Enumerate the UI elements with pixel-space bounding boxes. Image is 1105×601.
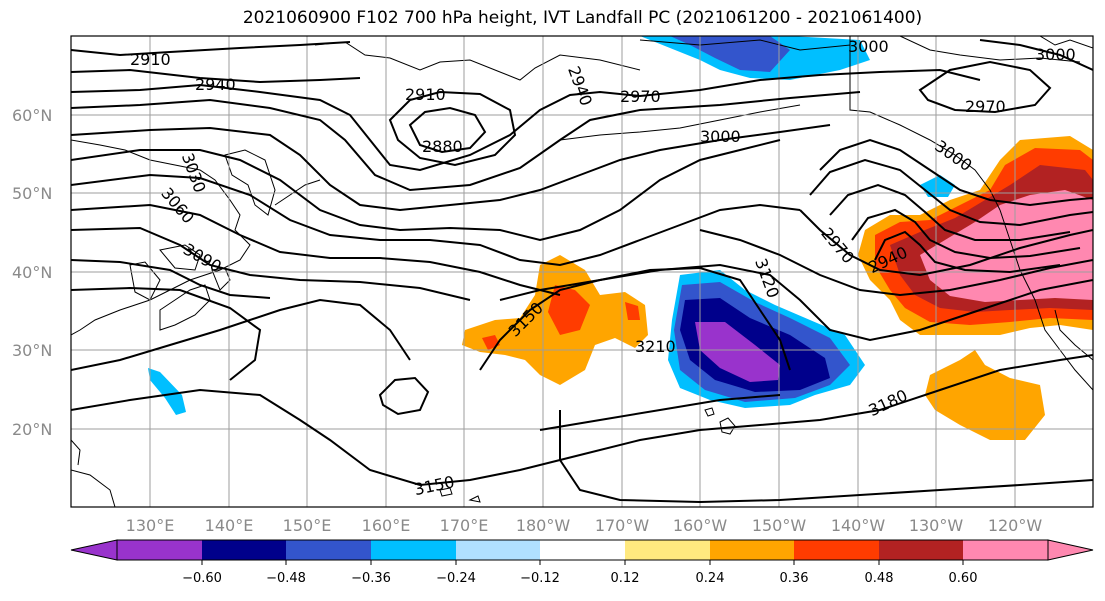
- contour-label: 2910: [405, 85, 446, 104]
- lat-label: 30°N: [12, 341, 52, 360]
- lon-label: 170°E: [440, 516, 489, 535]
- colorbar: −0.60 −0.48 −0.36 −0.24 −0.12 0.12 0.24 …: [70, 539, 1094, 586]
- colorbar-ticks: [201, 560, 964, 565]
- colorbar-segment: [625, 540, 710, 560]
- lon-label: 170°W: [595, 516, 650, 535]
- colorbar-tick-label: −0.24: [436, 571, 476, 586]
- map-plot-area: 2910 2940 2910 2880 2940 2970 3000 3000 …: [71, 36, 1093, 507]
- lon-label: 130°W: [909, 516, 964, 535]
- latitude-labels: 60°N 50°N 40°N 30°N 20°N: [12, 106, 52, 439]
- colorbar-tick-label: 0.36: [780, 571, 809, 586]
- height-contours: [71, 39, 1093, 504]
- colorbar-segment: [879, 540, 963, 560]
- ivt-shading: [148, 36, 1093, 440]
- colorbar-tick-label: −0.48: [266, 571, 306, 586]
- colorbar-tick-label: −0.36: [351, 571, 391, 586]
- lat-label: 50°N: [12, 184, 52, 203]
- lat-label: 40°N: [12, 263, 52, 282]
- negative-anomaly-westpac: [148, 368, 186, 415]
- colorbar-segment: [202, 540, 286, 560]
- colorbar-segment: [371, 540, 456, 560]
- colorbar-segment: [963, 540, 1048, 560]
- map-title: 2021060900 F102 700 hPa height, IVT Land…: [242, 8, 923, 28]
- lon-label: 180°W: [516, 516, 571, 535]
- colorbar-tick-label: 0.60: [949, 571, 978, 586]
- contour-label: 2910: [130, 50, 171, 69]
- contour-label: 2970: [620, 87, 661, 106]
- contour-label: 3000: [1035, 45, 1076, 64]
- contour-label: 3000: [848, 37, 889, 56]
- colorbar-segment: [794, 540, 879, 560]
- colorbar-extend-high: [1047, 539, 1094, 561]
- contour-label: 2970: [965, 97, 1006, 116]
- lon-label: 150°E: [283, 516, 332, 535]
- map-frame: [70, 35, 1094, 508]
- colorbar-segment: [286, 540, 371, 560]
- lat-label: 60°N: [12, 106, 52, 125]
- lon-label: 120°W: [988, 516, 1043, 535]
- longitude-labels: 130°E 140°E 150°E 160°E 170°E 180°W 170°…: [126, 516, 1043, 535]
- lon-label: 160°E: [362, 516, 411, 535]
- lon-label: 160°W: [673, 516, 728, 535]
- lon-label: 150°W: [752, 516, 807, 535]
- colorbar-extend-low: [70, 539, 118, 561]
- colorbar-tick-label: −0.12: [520, 571, 560, 586]
- lon-label: 140°W: [831, 516, 886, 535]
- lat-label: 20°N: [12, 420, 52, 439]
- contour-label: 3000: [700, 127, 741, 146]
- lon-label: 130°E: [126, 516, 175, 535]
- colorbar-segment: [710, 540, 794, 560]
- colorbar-tick-label: −0.60: [182, 571, 222, 586]
- lon-label: 140°E: [205, 516, 254, 535]
- colorbar-tick-label: 0.24: [696, 571, 725, 586]
- contour-label: 3210: [635, 337, 676, 356]
- contour-label: 2940: [195, 75, 236, 94]
- colorbar-segment: [540, 540, 625, 560]
- colorbar-tick-label: 0.12: [611, 571, 640, 586]
- graticule: [71, 36, 1093, 507]
- colorbar-tick-label: 0.48: [865, 571, 894, 586]
- colorbar-segment: [456, 540, 540, 560]
- colorbar-segment: [117, 540, 202, 560]
- contour-label: 2880: [422, 137, 463, 156]
